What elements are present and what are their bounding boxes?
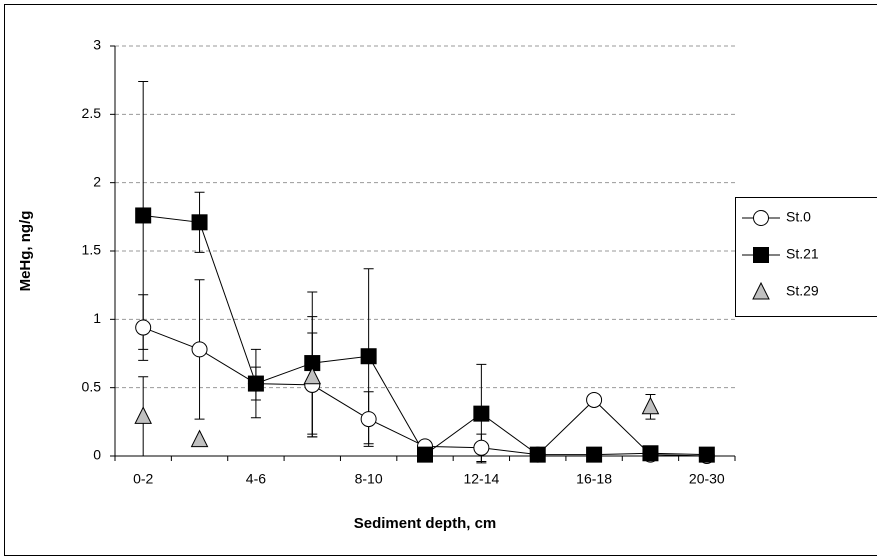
y-tick-label: 0.5 bbox=[82, 378, 102, 394]
y-tick-label: 0 bbox=[93, 447, 101, 463]
data-point bbox=[191, 214, 208, 231]
x-tick-label: 16-18 bbox=[576, 471, 612, 487]
data-point bbox=[135, 319, 152, 336]
data-point bbox=[473, 405, 490, 422]
x-tick-label: 0-2 bbox=[133, 471, 153, 487]
data-point bbox=[247, 375, 264, 392]
chart-border bbox=[4, 4, 877, 556]
y-tick-label: 3 bbox=[93, 37, 101, 53]
y-axis-title: MeHg, ng/g bbox=[17, 211, 34, 292]
data-point bbox=[360, 348, 377, 365]
data-point bbox=[190, 429, 209, 448]
data-point bbox=[586, 446, 603, 463]
legend-marker bbox=[753, 210, 769, 226]
legend-marker bbox=[752, 281, 770, 300]
data-point bbox=[642, 445, 659, 462]
series-line bbox=[143, 327, 707, 457]
data-point bbox=[641, 396, 660, 415]
y-tick-label: 1 bbox=[93, 310, 101, 326]
legend-marker bbox=[753, 247, 769, 263]
data-point bbox=[529, 446, 546, 463]
data-point bbox=[586, 391, 603, 408]
x-axis-title: Sediment depth, cm bbox=[354, 515, 497, 532]
data-point bbox=[698, 446, 715, 463]
data-point bbox=[360, 411, 377, 428]
x-tick-label: 8-10 bbox=[355, 471, 383, 487]
x-tick-label: 20-30 bbox=[689, 471, 725, 487]
y-tick-label: 1.5 bbox=[82, 242, 102, 258]
y-tick-label: 2 bbox=[93, 173, 101, 189]
legend-label: St.29 bbox=[786, 283, 819, 299]
data-point bbox=[135, 207, 152, 224]
legend-label: St.0 bbox=[786, 209, 811, 225]
data-point bbox=[473, 439, 490, 456]
legend-label: St.21 bbox=[786, 246, 819, 262]
x-tick-label: 12-14 bbox=[463, 471, 499, 487]
data-point bbox=[417, 446, 433, 463]
x-tick-label: 4-6 bbox=[246, 471, 266, 487]
data-point bbox=[303, 366, 322, 385]
y-tick-label: 2.5 bbox=[82, 105, 102, 121]
data-point bbox=[134, 406, 152, 424]
data-point bbox=[191, 341, 208, 358]
